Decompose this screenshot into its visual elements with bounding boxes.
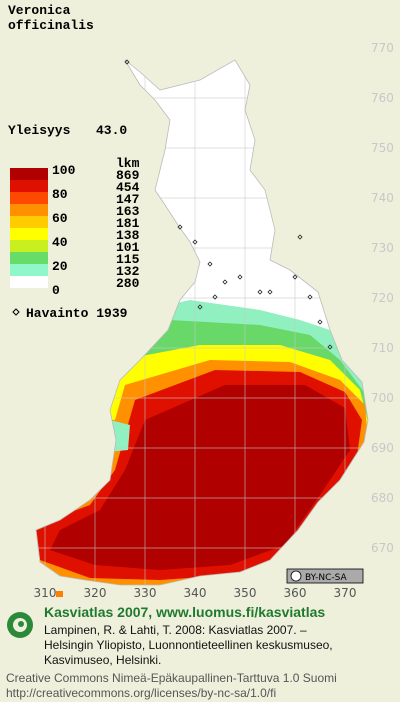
y-tick-label: 760 — [371, 91, 394, 105]
y-tick-label: 710 — [371, 341, 394, 355]
legend-scale-label: 20 — [52, 259, 68, 274]
legend-count: 115 — [116, 252, 140, 267]
legend-swatch — [10, 204, 48, 216]
x-tick-label: 320 — [84, 586, 107, 600]
legend-count: 138 — [116, 228, 140, 243]
license-url: http://creativecommons.org/licenses/by-n… — [6, 686, 276, 700]
y-tick-label: 730 — [371, 241, 394, 255]
legend-header: lkm — [116, 156, 140, 171]
legend-swatch — [10, 180, 48, 192]
legend-count: 163 — [116, 204, 140, 219]
x-tick-label: 340 — [184, 586, 207, 600]
legend-count: 280 — [116, 276, 140, 291]
legend-count: 147 — [116, 192, 139, 207]
x-tick-label: 330 — [134, 586, 157, 600]
legend-swatch — [10, 276, 48, 288]
legend-scale-label: 80 — [52, 187, 68, 202]
y-tick-label: 770 — [371, 41, 394, 55]
x-tick-label: 350 — [234, 586, 257, 600]
x-tick-label: 360 — [284, 586, 307, 600]
y-tick-label: 720 — [371, 291, 394, 305]
legend-swatch — [10, 252, 48, 264]
legend-count: 454 — [116, 180, 140, 195]
legend-swatch — [10, 240, 48, 252]
legend-count: 869 — [116, 168, 140, 183]
citation: Kasvimuseo, Helsinki. — [44, 653, 161, 667]
corner-mark — [56, 591, 63, 597]
legend-count: 101 — [116, 240, 140, 255]
finland-map — [36, 60, 368, 585]
x-tick-label: 310 — [34, 586, 57, 600]
cc-icon — [290, 570, 302, 582]
citation: Lampinen, R. & Lahti, T. 2008: Kasviatla… — [44, 623, 307, 637]
logo — [7, 612, 33, 638]
legend-scale-label: 100 — [52, 163, 76, 178]
frequency-value: 43.0 — [96, 123, 127, 138]
license-badge-text: BY-NC-SA — [305, 573, 348, 583]
site-title: Kasviatlas 2007, www.luomus.fi/kasviatla… — [44, 604, 325, 620]
y-tick-label: 740 — [371, 191, 394, 205]
legend-swatch — [10, 264, 48, 276]
legend-scale-label: 0 — [52, 283, 60, 298]
x-tick-label: 370 — [334, 586, 357, 600]
legend-swatch — [10, 228, 48, 240]
license-text: Creative Commons Nimeä-Epäkaupallinen-Ta… — [6, 671, 337, 685]
y-tick-label: 690 — [371, 441, 394, 455]
species-title: Veronica — [8, 3, 71, 18]
observation-label: Havainto 1939 — [26, 306, 128, 321]
frequency-label: Yleisyys — [8, 123, 71, 138]
legend-swatch — [10, 216, 48, 228]
citation: Helsingin Yliopisto, Luonnontieteellinen… — [44, 638, 333, 652]
y-tick-label: 670 — [371, 541, 394, 555]
legend-count: 132 — [116, 264, 140, 279]
observation-symbol — [12, 308, 20, 316]
y-tick-label: 680 — [371, 491, 394, 505]
observation-markers — [124, 59, 333, 350]
license-badge — [286, 568, 364, 584]
legend-scale-label: 40 — [52, 235, 68, 250]
legend-swatch — [10, 192, 48, 204]
y-tick-label: 750 — [371, 141, 394, 155]
legend-count: 181 — [116, 216, 140, 231]
legend-scale-label: 60 — [52, 211, 68, 226]
y-tick-label: 700 — [371, 391, 394, 405]
species-title: officinalis — [8, 18, 94, 33]
legend-swatch — [10, 168, 48, 180]
